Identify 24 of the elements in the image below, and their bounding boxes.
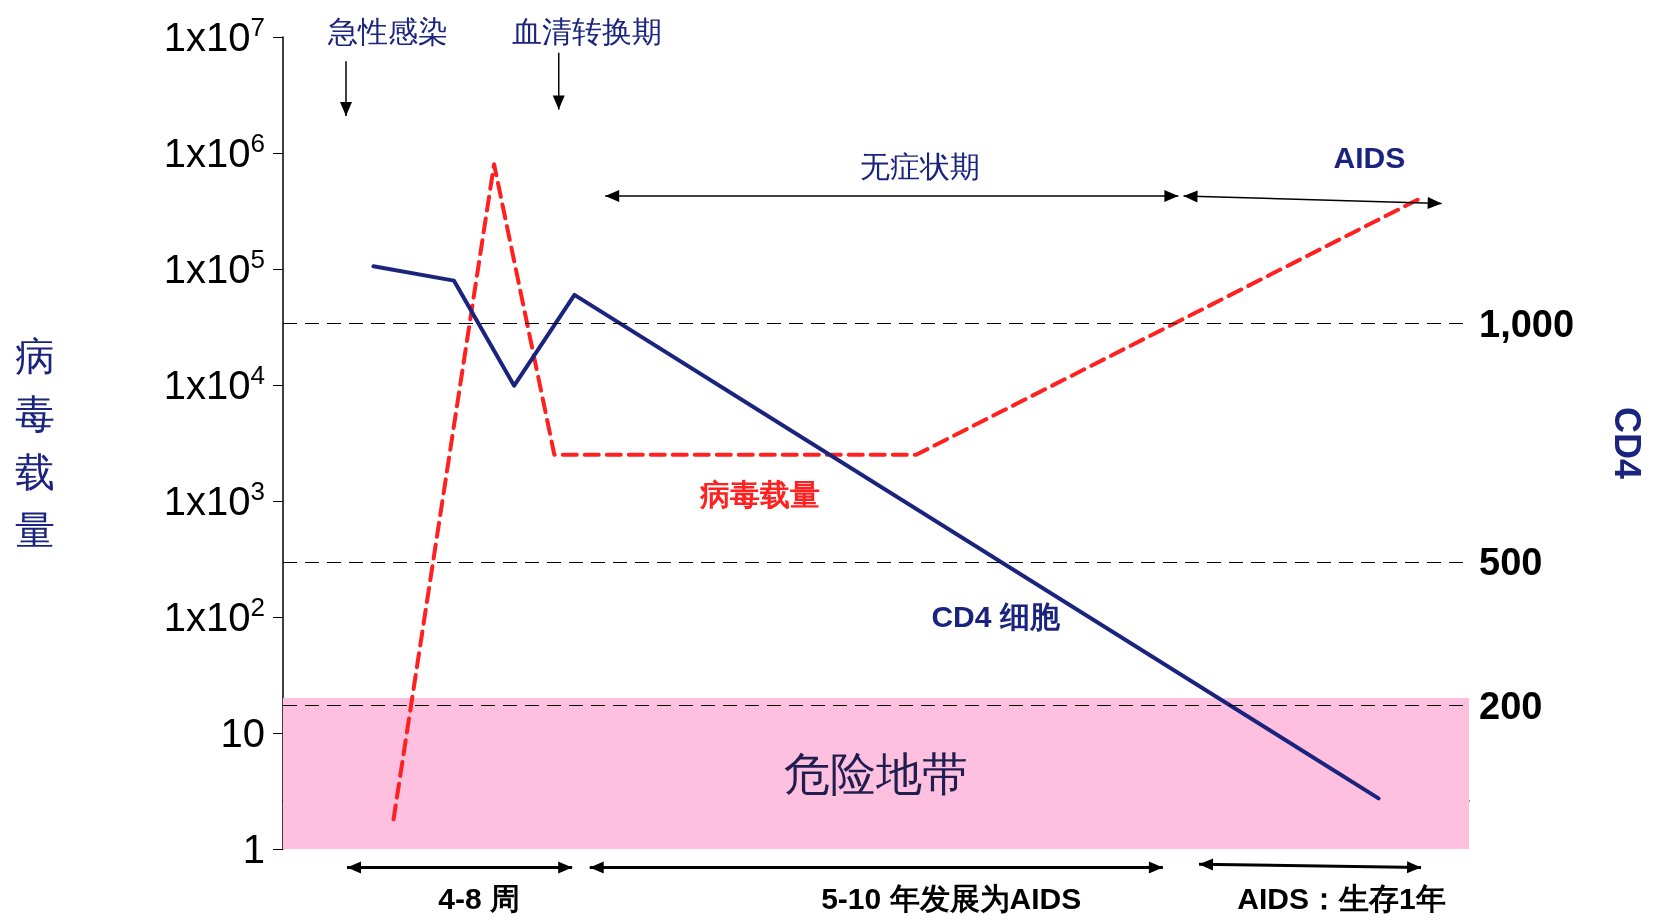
y-tick-label: 1x10$^{7}$ <box>163 12 265 59</box>
annotation: 无症状期 <box>860 148 981 185</box>
annotation: AIDS <box>1333 141 1406 176</box>
y-tick-label: 10 <box>220 711 265 755</box>
y-tick-label: 1x10$^{6}$ <box>163 128 265 175</box>
annotation: 急性感染 <box>328 13 449 50</box>
y-tick-label: 1 <box>242 827 265 871</box>
text: AIDS：生存1年 <box>1237 880 1446 917</box>
y2-axis-title: CD4 <box>1606 406 1648 480</box>
y-axis-title: 病毒载量 <box>15 334 55 552</box>
line-series <box>371 264 1381 801</box>
series-label: 病毒载量 <box>700 476 821 513</box>
y-tick-label: 1x10$^{5}$ <box>163 244 265 291</box>
text: 4-8 周 <box>438 880 521 917</box>
y2-tick-label: 1,000 <box>1479 302 1575 345</box>
text: 5-10 年发展为AIDS <box>821 880 1082 917</box>
y-tick-label: 1x10$^{3}$ <box>163 476 265 523</box>
y2-tick-label: 200 <box>1479 684 1543 727</box>
y-tick-label: 1x10$^{4}$ <box>163 360 265 407</box>
band-label: 危险地带 <box>784 747 968 800</box>
annotation: 血清转换期 <box>511 13 662 50</box>
y-tick-label: 1x10$^{2}$ <box>163 592 265 639</box>
series-label: CD4 细胞 <box>931 598 1060 635</box>
y2-tick-label: 500 <box>1479 541 1543 584</box>
